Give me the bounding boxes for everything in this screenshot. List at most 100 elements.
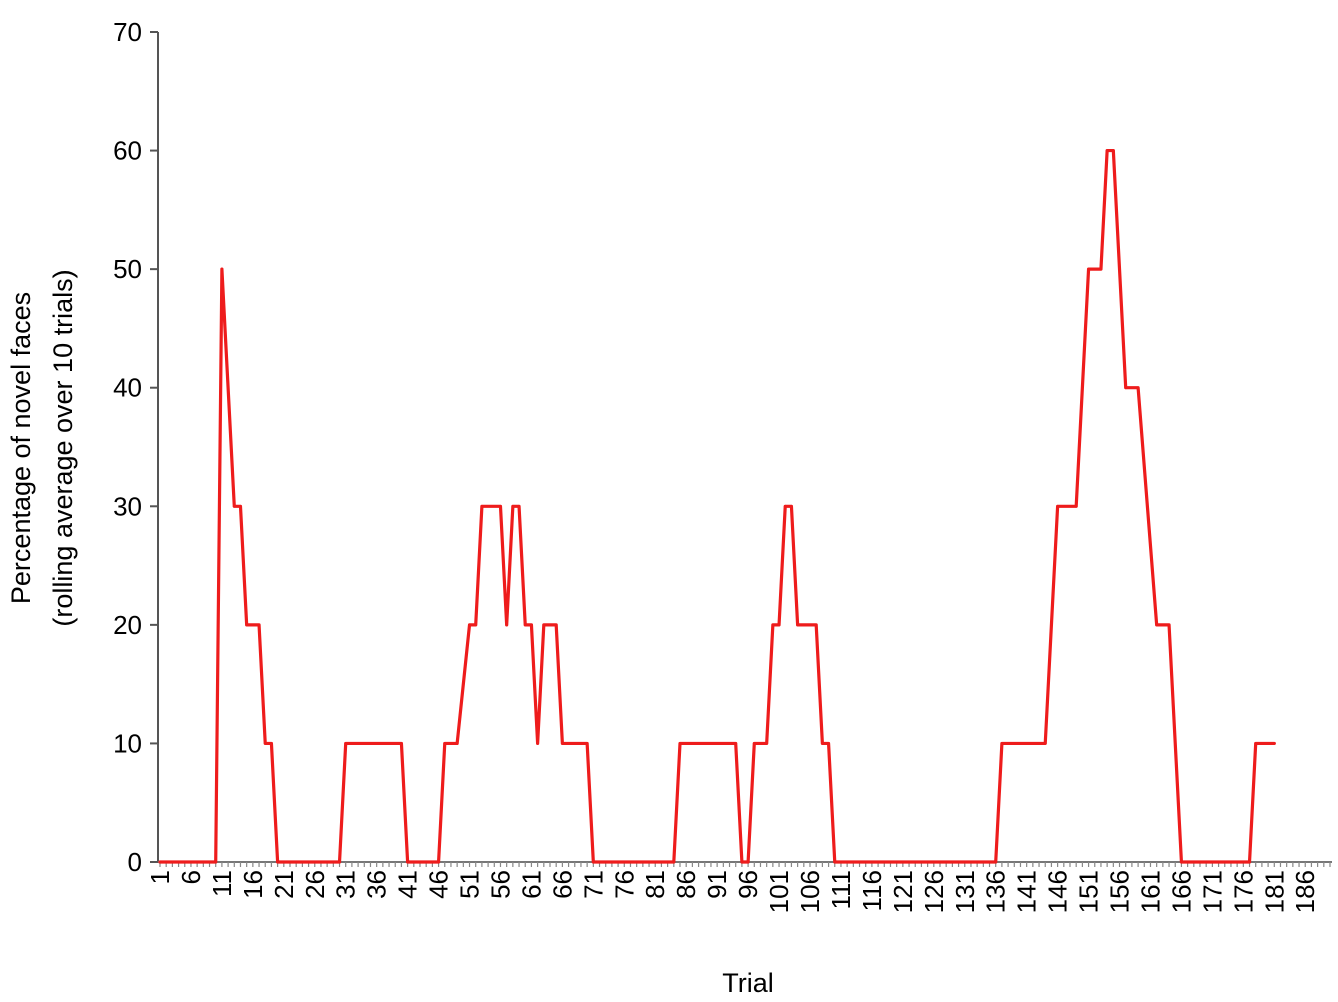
x-tick-label: 11 — [207, 870, 237, 897]
y-tick-label: 60 — [113, 136, 142, 166]
data-point — [437, 860, 440, 864]
data-point — [480, 504, 484, 508]
data-point — [263, 742, 267, 745]
x-tick-label: 81 — [640, 870, 670, 899]
x-tick-label: 41 — [393, 870, 423, 899]
data-point — [1056, 504, 1060, 508]
data-point — [1074, 504, 1078, 508]
data-point — [814, 623, 818, 627]
data-point — [1099, 267, 1103, 271]
data-point — [777, 623, 781, 627]
y-tick-label: 50 — [113, 254, 142, 284]
x-axis: 1 6 11 16 21 26 31 36 41 46 51 56 61 66 71 76 81 86 91 96 10… — [145, 861, 1332, 913]
data-point — [1254, 742, 1258, 745]
data-point — [511, 504, 515, 508]
data-point — [1043, 742, 1047, 745]
data-point — [536, 742, 540, 745]
data-point — [827, 742, 830, 745]
data-point — [542, 623, 546, 627]
data-point — [505, 623, 509, 627]
x-tick-label: 36 — [362, 870, 392, 899]
data-point — [746, 860, 750, 864]
data-point — [833, 860, 837, 864]
y-tick-label: 70 — [113, 17, 142, 47]
x-tick-label: 91 — [702, 870, 732, 899]
data-point — [1105, 149, 1109, 152]
data-point — [1111, 149, 1115, 152]
x-tick-label: 166 — [1166, 870, 1196, 913]
data-point — [752, 742, 756, 745]
x-tick-label: 161 — [1135, 870, 1165, 913]
data-point — [796, 623, 800, 627]
data-point — [245, 623, 249, 627]
x-tick-label: 66 — [547, 870, 577, 899]
y-axis-title-line-1: Percentage of novel faces — [6, 292, 36, 604]
data-point — [734, 742, 738, 745]
data-point — [338, 860, 341, 864]
x-tick-label: 141 — [1012, 870, 1042, 913]
y-tick-label: 0 — [128, 847, 142, 877]
x-tick-label: 136 — [981, 870, 1011, 913]
data-point — [517, 504, 521, 508]
x-tick-label: 21 — [269, 870, 299, 899]
data-point — [678, 742, 682, 745]
y-axis: 0 10 20 30 40 50 60 70 — [113, 17, 159, 877]
data-point — [276, 860, 280, 864]
data-point — [1136, 386, 1140, 390]
data-point — [554, 623, 558, 627]
series-layer — [158, 148, 1276, 864]
data-point — [443, 742, 447, 745]
x-tick-label: 6 — [176, 870, 206, 884]
x-tick-label: 116 — [857, 870, 887, 911]
y-tick-label: 10 — [113, 728, 142, 758]
x-tick-label: 156 — [1105, 870, 1135, 913]
data-point — [158, 860, 162, 864]
series-line — [158, 148, 1276, 864]
data-point — [400, 742, 403, 745]
data-point — [1180, 860, 1183, 864]
data-point — [771, 623, 775, 627]
data-point — [1087, 267, 1090, 271]
x-tick-label: 106 — [795, 870, 825, 913]
x-tick-label: 111 — [826, 870, 856, 910]
x-tick-label: 126 — [919, 870, 949, 913]
data-point — [1155, 623, 1159, 627]
x-tick-label: 71 — [578, 870, 608, 899]
data-point — [1272, 742, 1276, 745]
x-tick-label: 151 — [1074, 870, 1104, 913]
x-tick-label: 96 — [733, 870, 763, 899]
data-point — [591, 860, 595, 864]
x-tick-label: 61 — [516, 870, 546, 899]
data-point — [1000, 742, 1004, 745]
x-tick-label: 86 — [671, 870, 701, 899]
data-point — [1124, 386, 1128, 390]
data-point — [344, 742, 348, 745]
data-point — [783, 504, 787, 508]
y-tick-label: 20 — [113, 610, 142, 640]
x-tick-label: 176 — [1228, 870, 1258, 913]
x-tick-label: 186 — [1290, 870, 1320, 913]
data-point — [765, 742, 769, 745]
y-axis-title-line-2: (rolling average over 10 trials) — [48, 269, 78, 626]
x-tick-label: 171 — [1197, 870, 1227, 913]
x-tick-label: 56 — [485, 870, 515, 899]
data-point — [232, 504, 236, 508]
data-point — [406, 860, 410, 864]
data-point — [523, 623, 527, 627]
x-tick-label: 26 — [300, 870, 330, 899]
data-point — [214, 860, 218, 864]
data-point — [455, 742, 459, 745]
y-tick-label: 40 — [113, 373, 142, 403]
x-tick-label: 121 — [888, 870, 918, 913]
x-tick-label: 1 — [145, 870, 175, 884]
data-point — [270, 742, 273, 745]
x-axis-title: Trial — [722, 968, 774, 998]
data-point — [820, 742, 824, 745]
x-tick-label: 101 — [764, 870, 794, 913]
x-tick-label: 76 — [609, 870, 639, 899]
x-tick-label: 46 — [424, 870, 454, 899]
x-tick-label: 51 — [455, 870, 485, 899]
x-tick-label: 181 — [1259, 870, 1289, 913]
data-point — [530, 623, 533, 627]
data-point — [585, 742, 589, 745]
